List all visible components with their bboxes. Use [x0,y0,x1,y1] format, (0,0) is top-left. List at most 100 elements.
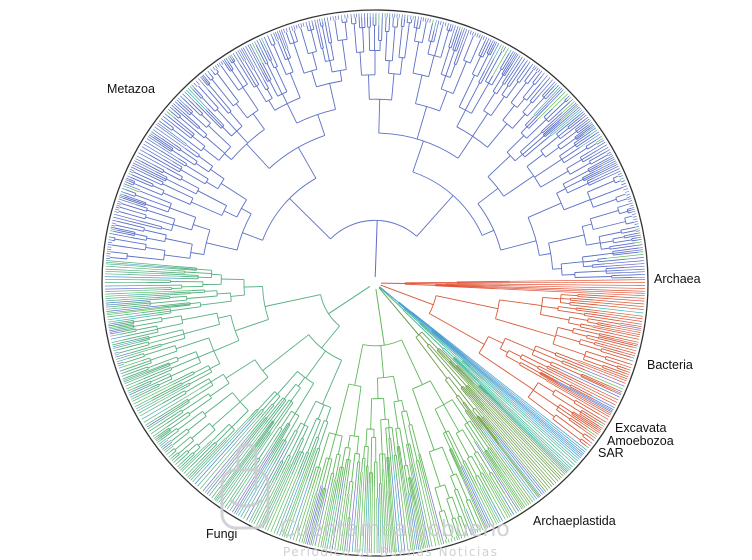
tree-branch [556,188,566,194]
tree-arc [340,466,344,468]
tree-branch [440,47,451,75]
tree-branch [358,453,361,463]
tree-branch [202,433,251,492]
tree-branch [584,433,592,439]
tree-branch [489,414,553,488]
tree-branch [113,216,131,222]
tree-branch [444,484,450,499]
tree-branch [289,72,301,98]
tree-branch [143,229,167,236]
tree-branch [445,431,463,466]
tree-branch [341,19,343,23]
tree-branch [560,104,578,120]
tree-branch [404,282,446,285]
tree-arc [560,263,563,276]
tree-branch [638,247,643,249]
tree-branch [482,472,488,482]
tree-branch [450,29,458,49]
tree-branch [597,257,607,260]
tree-branch [130,221,162,230]
tree-branch [317,486,332,547]
tree-branch [156,124,187,147]
tree-arc [539,297,544,315]
tree-branch [469,499,482,527]
tree-branch [558,306,577,310]
tree-branch [169,207,196,218]
tree-branch [120,191,126,194]
tree-branch [235,51,240,57]
tree-arc [178,115,181,119]
tree-branch [314,19,317,25]
tree-arc [180,176,183,181]
tree-arc [478,54,483,58]
tree-arc [434,484,445,489]
tree-arc [192,371,195,374]
tree-branch [319,22,322,27]
tree-branch [527,202,562,218]
tree-branch [111,222,116,225]
tree-branch [222,59,226,64]
tree-branch [456,280,510,283]
tree-branch [272,37,276,45]
tree-branch [482,428,536,501]
tree-branch [138,310,171,317]
tree-branch [526,97,545,117]
tree-branch [555,414,584,436]
tree-branch [387,477,394,553]
tree-arc [429,446,443,453]
tree-branch [403,465,410,494]
tree-branch [427,483,445,545]
tree-arc [436,348,440,351]
tree-branch [259,38,262,43]
tree-branch [429,313,485,345]
tree-arc [187,411,191,416]
tree-branch [597,312,643,320]
tree-branch [449,360,461,373]
tree-arc [561,360,564,364]
tree-branch [630,356,635,359]
tree-branch [232,450,271,513]
tree-branch [431,330,441,338]
tree-branch [624,233,637,237]
tree-branch [298,477,319,543]
tree-branch [535,345,556,355]
tree-arc [200,96,204,99]
tree-branch [150,422,167,435]
tree-branch [606,355,629,364]
tree-branch [318,421,329,449]
tree-branch [494,431,545,494]
tree-arc [254,359,269,378]
tree-branch [617,365,627,370]
tree-branch [164,254,190,259]
tree-branch [476,484,497,525]
tree-branch [479,473,490,492]
tree-branch [534,87,563,117]
tree-branch [257,391,276,411]
tree-branch [299,452,305,463]
tree-branch [364,498,368,553]
tree-branch [612,390,621,396]
label-archaea: Archaea [654,272,701,286]
tree-branch [550,364,560,370]
tree-arc [200,113,203,116]
tree-arc [412,171,483,236]
tree-branch [153,297,170,300]
tree-arc [388,72,401,75]
tree-branch [524,69,534,82]
tree-branch [249,408,258,417]
tree-branch [598,338,634,348]
tree-branch [540,313,570,321]
tree-branch [428,451,441,487]
tree-branch [317,404,325,420]
tree-branch [439,21,442,26]
tree-branch [418,454,428,489]
tree-branch [166,178,197,195]
tree-branch [130,387,151,398]
tree-arc [294,430,298,433]
tree-branch [120,330,137,335]
tree-arc [299,450,304,454]
tree-branch [243,286,263,288]
tree-branch [459,28,465,42]
tree-branch [190,252,204,256]
tree-branch [193,224,211,231]
